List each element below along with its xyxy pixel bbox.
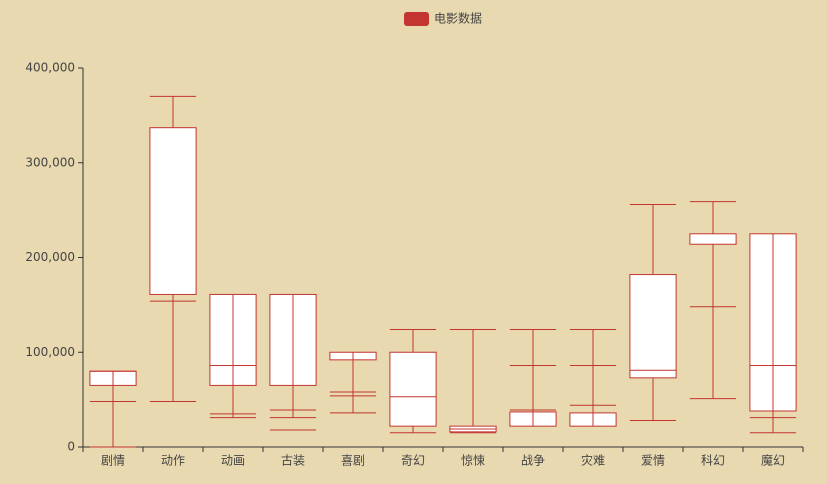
x-tick-label: 古装 <box>281 453 305 468</box>
x-tick-label: 奇幻 <box>401 454 425 468</box>
x-tick-label: 剧情 <box>101 454 125 468</box>
x-tick-label: 爱情 <box>641 454 665 468</box>
y-tick-label: 200,000 <box>25 250 75 264</box>
x-tick-label: 动画 <box>221 454 245 468</box>
box <box>689 233 737 245</box>
x-tick-label: 动作 <box>161 454 185 468</box>
y-tick-label: 400,000 <box>25 61 75 75</box>
x-tick-label: 科幻 <box>701 454 725 468</box>
legend-swatch[interactable] <box>404 12 429 26</box>
y-tick-label: 300,000 <box>25 155 75 169</box>
box <box>389 351 437 427</box>
x-tick-label: 灾难 <box>581 453 605 468</box>
box <box>149 127 197 295</box>
x-tick-label: 喜剧 <box>341 454 365 468</box>
y-tick-label: 0 <box>67 440 75 454</box>
x-tick-label: 战争 <box>521 454 545 468</box>
x-tick-label: 魔幻 <box>761 453 785 468</box>
x-tick-label: 惊悚 <box>461 453 485 468</box>
legend-label[interactable]: 电影数据 <box>434 11 482 26</box>
y-tick-label: 100,000 <box>25 345 75 359</box>
box <box>629 274 677 379</box>
